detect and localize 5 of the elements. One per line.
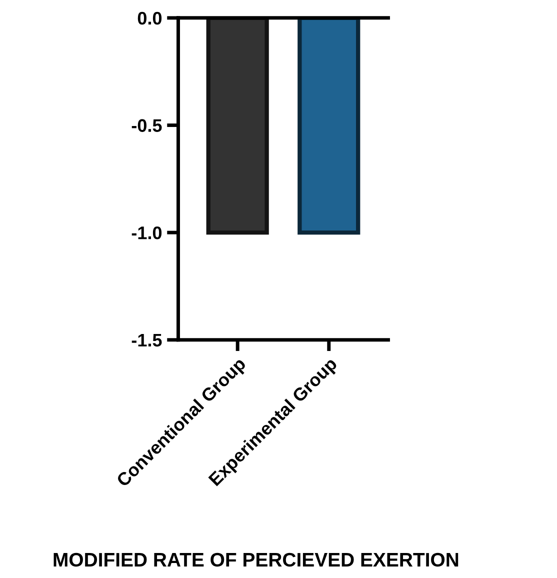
y-tick-label: 0.0 [138,12,162,25]
y-tick-label: -1.0 [132,226,162,240]
x-axis-title: MODIFIED RATE OF PERCIEVED EXERTION [54,552,458,567]
y-tick-label: -0.5 [132,119,162,132]
y-tick-label: -1.5 [132,334,162,347]
